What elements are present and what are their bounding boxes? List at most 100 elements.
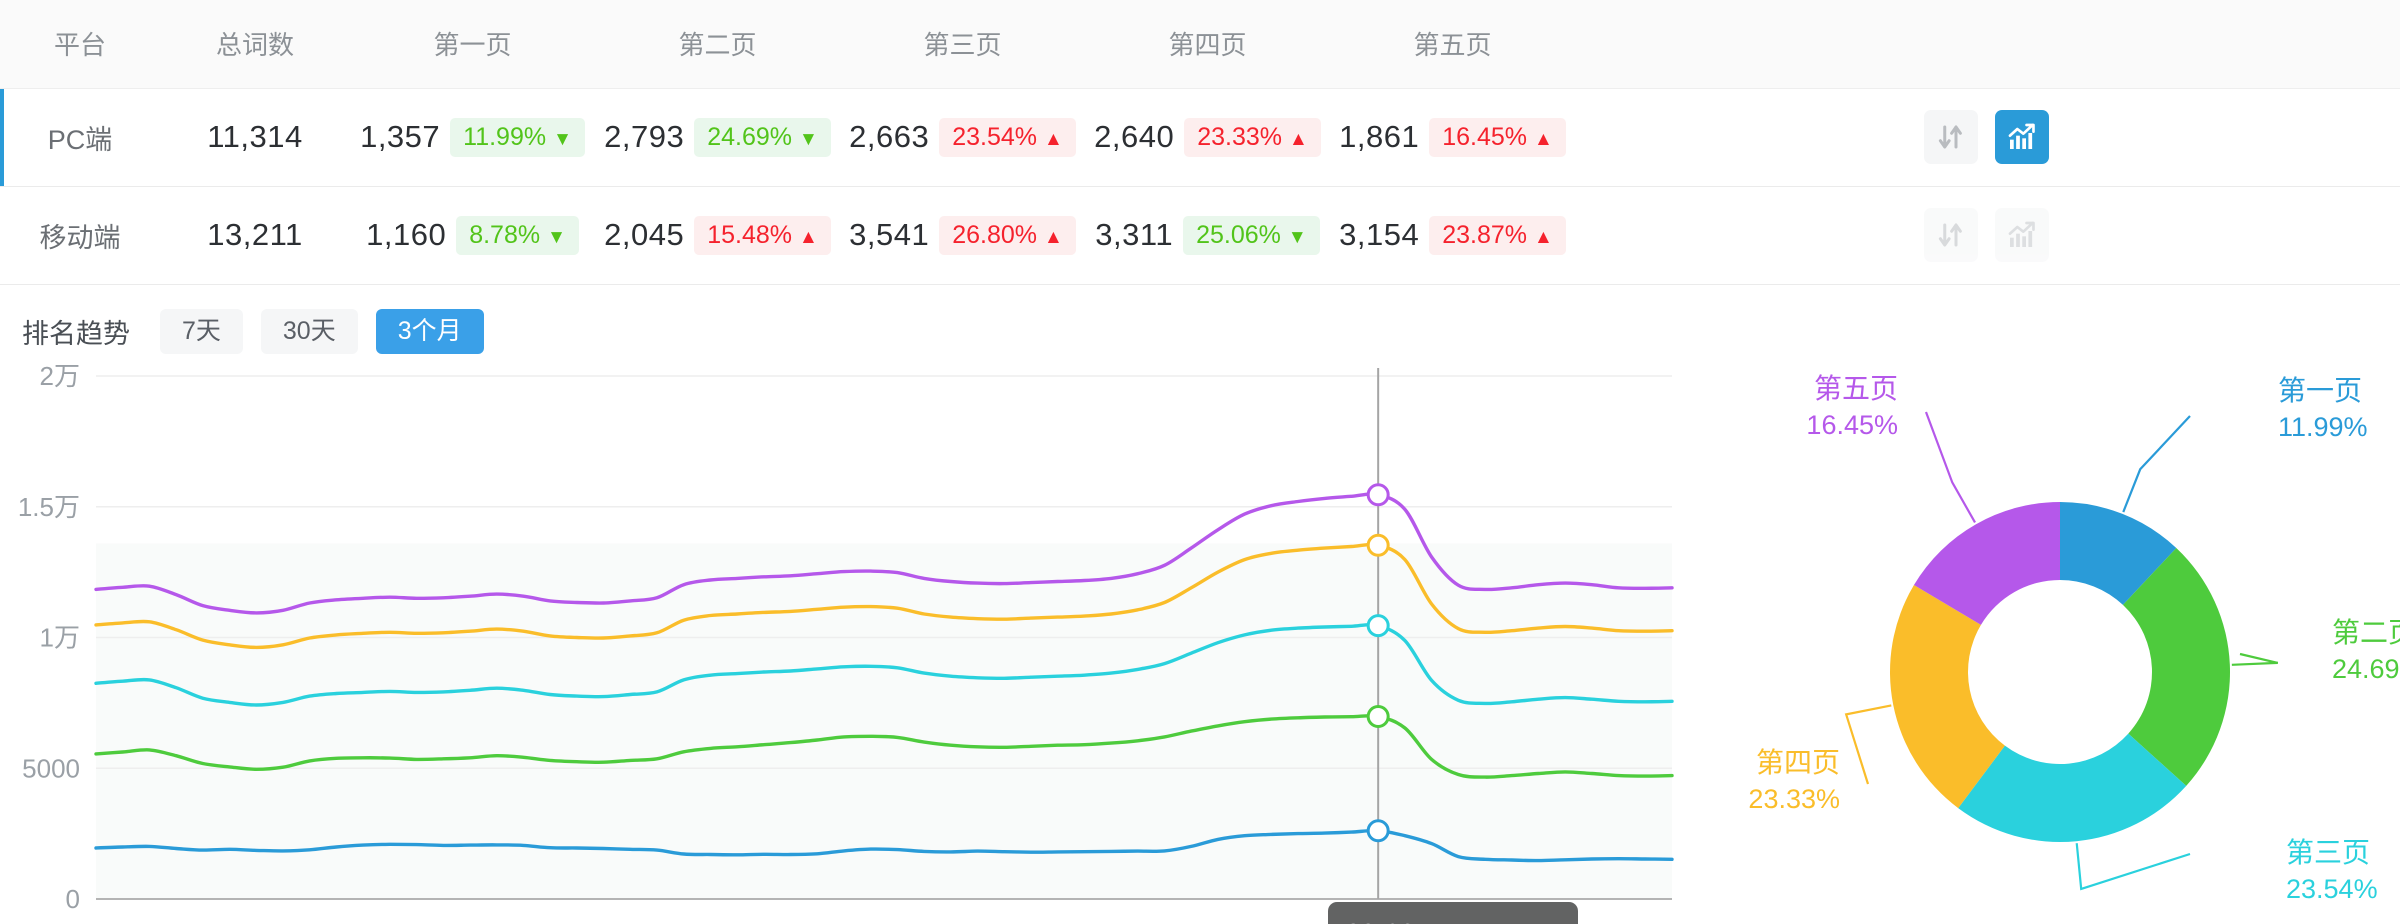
page-3-percent-badge: 23.54% ▲ <box>939 117 1076 157</box>
line-series-前20名 <box>94 713 1674 779</box>
page-1-percent-badge: 8.78% ▼ <box>456 215 579 255</box>
x-axis-tick: 08-10 <box>397 921 464 924</box>
page-3-percent: 23.54% <box>952 122 1038 151</box>
page-2-count: 2,045 <box>604 217 685 252</box>
x-axis-tick: 09-19 <box>1198 921 1265 924</box>
donut-leader-line <box>2122 414 2191 512</box>
range-3m[interactable]: 3个月 <box>375 308 484 354</box>
col-page-3: 第三页 <box>840 0 1085 89</box>
trend-arrow-icon: ▼ <box>553 128 572 150</box>
line-series-前40名 <box>94 542 1674 649</box>
sort-updown-icon <box>1939 125 1963 149</box>
page-4-percent: 25.06% <box>1196 220 1281 249</box>
row-actions <box>1575 186 2400 284</box>
ranking-table: 平台 总词数 第一页 第二页 第三页 第四页 第五页 PC端 11,314 1,3… <box>0 0 2400 285</box>
donut-percent-第二页: 24.69% <box>2332 654 2400 684</box>
page-2-percent-badge: 15.48% ▲ <box>694 215 831 255</box>
page-2-percent: 24.69% <box>707 122 793 151</box>
page-5-count: 1,861 <box>1339 119 1420 154</box>
highlight-marker <box>1366 613 1390 637</box>
page-3-count: 2,663 <box>849 119 930 154</box>
sort-updown-icon <box>1939 223 1963 247</box>
col-platform: 平台 <box>0 0 160 89</box>
x-axis-tick: 08-30 <box>797 921 864 924</box>
tooltip-date: 09-26 <box>1346 918 1552 924</box>
y-axis-tick: 0 <box>66 884 80 914</box>
charts-area: 爱站网 050001万1.5万2万07-3108-1008-2008-3009-… <box>0 354 2400 924</box>
col-page-1: 第一页 <box>350 0 595 89</box>
page-3-count: 3,541 <box>849 217 930 252</box>
page-1-percent-badge: 11.99% ▼ <box>450 117 585 157</box>
x-axis-tick: 08-20 <box>597 921 664 924</box>
donut-label-第二页: 第二页 <box>2332 617 2400 648</box>
page-5-percent-badge: 16.45% ▲ <box>1429 117 1566 157</box>
page-distribution-donut-chart[interactable]: 第一页 11.99% 第二页 24.69% 第三页 23.54% 第四页 23.33% 第五页 1… <box>1720 354 2400 924</box>
donut-leader-line <box>2075 842 2191 890</box>
y-axis-tick: 2万 <box>40 361 80 391</box>
rank-trend-line-chart[interactable]: 0 5000 1万 1.5万 2万 07-31 08-10 08-20 08-30 09-09 09… <box>0 354 1720 924</box>
highlight-marker <box>1366 533 1390 557</box>
x-axis-tick: 07-31 <box>196 921 263 924</box>
total-keywords: 11,314 <box>207 119 303 154</box>
donut-slice-第五页[interactable] <box>1913 501 2060 625</box>
donut-label-第一页: 第一页 <box>2278 375 2362 406</box>
trend-toolbar: 排名趋势 7天 30天 3个月 <box>0 285 2400 354</box>
donut-percent-第四页: 23.33% <box>1748 784 1840 814</box>
page-2-percent: 15.48% <box>707 220 793 249</box>
trend-arrow-icon: ▼ <box>547 226 566 248</box>
platform-name: 移动端 <box>39 222 121 253</box>
col-page-2: 第二页 <box>595 0 840 89</box>
page-1-percent: 11.99% <box>463 122 547 151</box>
page-3-percent: 26.80% <box>952 220 1038 249</box>
line-series-前10名 <box>94 828 1674 862</box>
donut-percent-第三页: 23.54% <box>2286 874 2378 904</box>
chart-tooltip: 09-26 前10名: 2,611 前20名: 6,978 前30名: 10,4… <box>1328 901 1578 924</box>
page-4-percent: 23.33% <box>1197 122 1283 151</box>
donut-slice-第二页[interactable] <box>2122 547 2230 786</box>
trend-arrow-icon: ▲ <box>1534 226 1553 248</box>
page-5-percent: 16.45% <box>1442 122 1528 151</box>
page-5-cell: 1,861 16.45% ▲ <box>1330 88 1575 186</box>
page-2-cell: 2,045 15.48% ▲ <box>595 186 840 284</box>
page-4-count: 2,640 <box>1094 119 1175 154</box>
trend-chart-icon <box>2008 221 2035 247</box>
col-page-4: 第四页 <box>1085 0 1330 89</box>
col-total-keywords: 总词数 <box>160 0 350 89</box>
trend-arrow-icon: ▲ <box>1044 226 1063 248</box>
donut-slice-第三页[interactable] <box>1958 733 2187 842</box>
col-page-5: 第五页 <box>1330 0 1575 89</box>
sort-button[interactable] <box>1924 110 1979 164</box>
page-2-percent-badge: 24.69% ▼ <box>694 117 831 157</box>
page-3-percent-badge: 26.80% ▲ <box>939 215 1076 255</box>
page-5-count: 3,154 <box>1339 217 1420 252</box>
donut-label-第四页: 第四页 <box>1756 747 1840 778</box>
donut-slice-第一页[interactable] <box>2060 501 2177 605</box>
table-row[interactable]: 移动端 13,211 1,160 8.78% ▼ 2,045 15.48% ▲ 3,541… <box>0 186 2400 284</box>
trend-arrow-icon: ▼ <box>1287 226 1307 248</box>
donut-percent-第五页: 16.45% <box>1806 410 1898 440</box>
x-axis-tick: 10-09 <box>1599 921 1666 924</box>
view-trend-button[interactable] <box>1994 208 2049 262</box>
highlight-marker <box>1366 482 1390 506</box>
page-3-cell: 3,541 26.80% ▲ <box>840 186 1085 284</box>
line-series-前50名 <box>94 491 1674 615</box>
page-1-count: 1,160 <box>366 217 447 252</box>
total-keywords: 13,211 <box>207 217 303 252</box>
donut-percent-第一页: 11.99% <box>2278 412 2368 442</box>
page-4-percent-badge: 25.06% ▼ <box>1183 215 1320 255</box>
page-3-cell: 2,663 23.54% ▲ <box>840 88 1085 186</box>
view-trend-button[interactable] <box>1994 110 2049 164</box>
platform-name: PC端 <box>47 124 113 155</box>
x-axis-tick: 09-09 <box>998 921 1065 924</box>
range-30d[interactable]: 30天 <box>260 308 358 354</box>
page-4-cell: 2,640 23.33% ▲ <box>1085 88 1330 186</box>
y-axis-tick: 1.5万 <box>18 491 80 521</box>
line-series-前30名 <box>94 622 1674 707</box>
page-1-cell: 1,357 11.99% ▼ <box>350 88 595 186</box>
sort-button[interactable] <box>1924 208 1979 262</box>
donut-slice-第四页[interactable] <box>1890 584 2005 808</box>
donut-leader-line <box>1844 703 1892 784</box>
row-actions <box>1575 88 2400 186</box>
table-row[interactable]: PC端 11,314 1,357 11.99% ▼ 2,793 24.69% ▼ 2,66… <box>0 88 2400 186</box>
range-7d[interactable]: 7天 <box>160 308 243 354</box>
